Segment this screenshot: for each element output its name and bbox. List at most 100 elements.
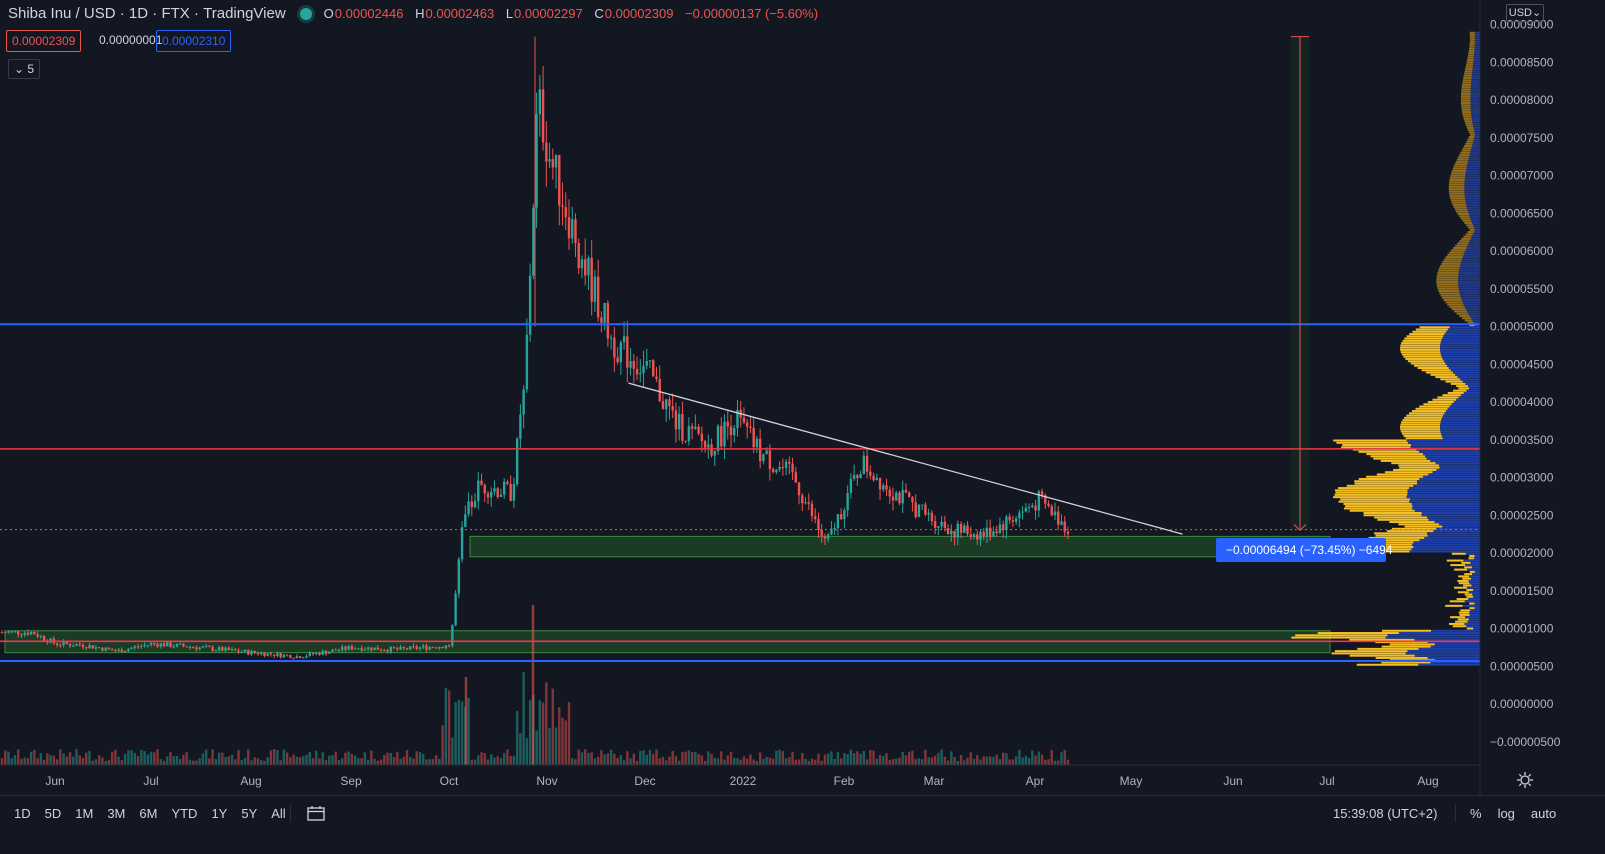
auto-scale-button[interactable]: auto bbox=[1530, 806, 1557, 821]
profile-bar-buy bbox=[1419, 405, 1450, 408]
profile-bar-sell bbox=[1409, 550, 1480, 553]
profile-bar-buy bbox=[1412, 330, 1447, 333]
profile-bar-buy bbox=[1464, 573, 1473, 576]
clock-time[interactable]: 15:39:08 (UTC+2) bbox=[1333, 806, 1438, 821]
candle-body bbox=[59, 645, 62, 647]
currency-button[interactable]: USD⌄ bbox=[1506, 4, 1544, 22]
profile-bar-sell bbox=[1460, 262, 1480, 265]
profile-bar-sell bbox=[1446, 330, 1480, 333]
profile-bar-sell bbox=[1461, 260, 1480, 263]
profile-bar-buy bbox=[1469, 133, 1475, 136]
candle-body bbox=[937, 526, 940, 528]
volume-bar bbox=[700, 755, 704, 765]
profile-bar-buy bbox=[1438, 290, 1460, 293]
candle-body bbox=[182, 643, 185, 647]
profile-bar-sell bbox=[1465, 382, 1480, 385]
profile-bar-sell bbox=[1469, 240, 1480, 243]
time-tick-label: Apr bbox=[1026, 774, 1045, 788]
profile-bar-buy bbox=[1435, 376, 1458, 379]
candle-body bbox=[707, 444, 710, 448]
volume-bar bbox=[882, 755, 885, 765]
candle-body bbox=[1014, 518, 1018, 522]
profile-bar-sell bbox=[1439, 466, 1480, 469]
profile-bar-sell bbox=[1474, 40, 1480, 43]
candle-body bbox=[1057, 511, 1060, 525]
range-button-1d[interactable]: 1D bbox=[14, 806, 31, 821]
price-axis[interactable]: 0.000090000.000085000.000080000.00007500… bbox=[1479, 0, 1605, 795]
candle-body bbox=[263, 652, 266, 657]
profile-bar-buy bbox=[1459, 613, 1470, 616]
time-tick-label: Feb bbox=[834, 774, 855, 788]
profile-bar-buy bbox=[1466, 126, 1474, 129]
profile-bar-sell bbox=[1409, 500, 1480, 503]
candle-body bbox=[503, 481, 506, 495]
candle-body bbox=[746, 422, 749, 427]
volume-bar bbox=[788, 757, 791, 765]
profile-bar-sell bbox=[1467, 244, 1480, 247]
candle-body bbox=[227, 647, 230, 651]
volume-bar bbox=[81, 757, 85, 765]
profile-bar-buy bbox=[1346, 484, 1414, 487]
profile-bar-sell bbox=[1414, 638, 1480, 641]
buy-button[interactable]: 0.00002310 bbox=[156, 30, 232, 52]
profile-bar-buy bbox=[1447, 253, 1464, 256]
profile-bar-sell bbox=[1407, 491, 1480, 494]
volume-bar bbox=[622, 760, 626, 765]
range-button-5d[interactable]: 5D bbox=[44, 806, 62, 821]
volume-bar bbox=[901, 752, 904, 765]
candle-body bbox=[882, 485, 885, 490]
profile-bar-sell bbox=[1470, 149, 1480, 152]
range-button-3m[interactable]: 3M bbox=[107, 806, 126, 821]
price-tick-label: 0.00008500 bbox=[1490, 55, 1554, 69]
volume-bar bbox=[101, 757, 104, 765]
profile-bar-buy bbox=[1421, 369, 1451, 372]
range-button-ytd[interactable]: YTD bbox=[171, 806, 198, 821]
profile-bar-buy bbox=[1460, 95, 1471, 98]
candle-body bbox=[1005, 516, 1008, 531]
profile-bar-buy bbox=[1358, 450, 1420, 453]
volume-bars bbox=[0, 605, 1070, 765]
profile-bar-buy bbox=[1462, 577, 1472, 580]
price-axis-bg bbox=[1480, 0, 1605, 795]
candle-body bbox=[68, 643, 72, 647]
candle-body bbox=[700, 433, 704, 442]
volume-bar bbox=[201, 753, 205, 765]
profile-bar-sell bbox=[1458, 271, 1480, 274]
profile-bar-sell bbox=[1470, 97, 1480, 100]
time-axis[interactable]: Jun Jul Aug Sep Oct Nov Dec 2022 Feb Mar Apr May Jun… bbox=[0, 764, 1480, 788]
profile-bar-buy bbox=[1417, 367, 1449, 370]
range-button-1y[interactable]: 1Y bbox=[211, 806, 228, 821]
profile-bar-sell bbox=[1461, 296, 1480, 299]
volume-bar bbox=[768, 757, 772, 765]
log-scale-button[interactable]: log bbox=[1497, 806, 1515, 821]
high-value: 0.00002463 bbox=[425, 6, 495, 21]
profile-bar-sell bbox=[1470, 561, 1480, 564]
volume-bar bbox=[409, 757, 412, 765]
indicators-toggle[interactable]: ⌄ 5 bbox=[8, 59, 40, 79]
volume-bar bbox=[982, 756, 985, 765]
sell-button[interactable]: 0.00002309 bbox=[6, 30, 82, 52]
volume-bar bbox=[263, 760, 266, 765]
candle-body bbox=[674, 410, 678, 430]
range-button-6m[interactable]: 6M bbox=[139, 806, 158, 821]
profile-bar-buy bbox=[1462, 81, 1472, 84]
candle-body bbox=[20, 634, 23, 636]
volume-bar bbox=[198, 758, 201, 765]
volume-bar bbox=[969, 752, 972, 765]
range-button-all[interactable]: All bbox=[271, 806, 286, 821]
profile-bar-buy bbox=[1463, 74, 1472, 77]
range-button-5y[interactable]: 5Y bbox=[241, 806, 258, 821]
profile-bar-buy bbox=[1425, 371, 1453, 374]
horizontal-lines: 0.000033790.0000230910:20:52 bbox=[0, 323, 1554, 662]
volume-bar bbox=[383, 755, 386, 765]
volume-bar bbox=[10, 758, 13, 765]
settings-gear-icon[interactable] bbox=[1516, 771, 1534, 789]
candle-body bbox=[496, 488, 499, 498]
volume-bar bbox=[130, 750, 133, 765]
percent-scale-button[interactable]: % bbox=[1470, 806, 1482, 821]
volume-bar bbox=[959, 754, 963, 765]
go-to-date-icon[interactable] bbox=[307, 805, 325, 821]
range-button-1m[interactable]: 1M bbox=[75, 806, 94, 821]
volume-bar bbox=[804, 758, 807, 765]
